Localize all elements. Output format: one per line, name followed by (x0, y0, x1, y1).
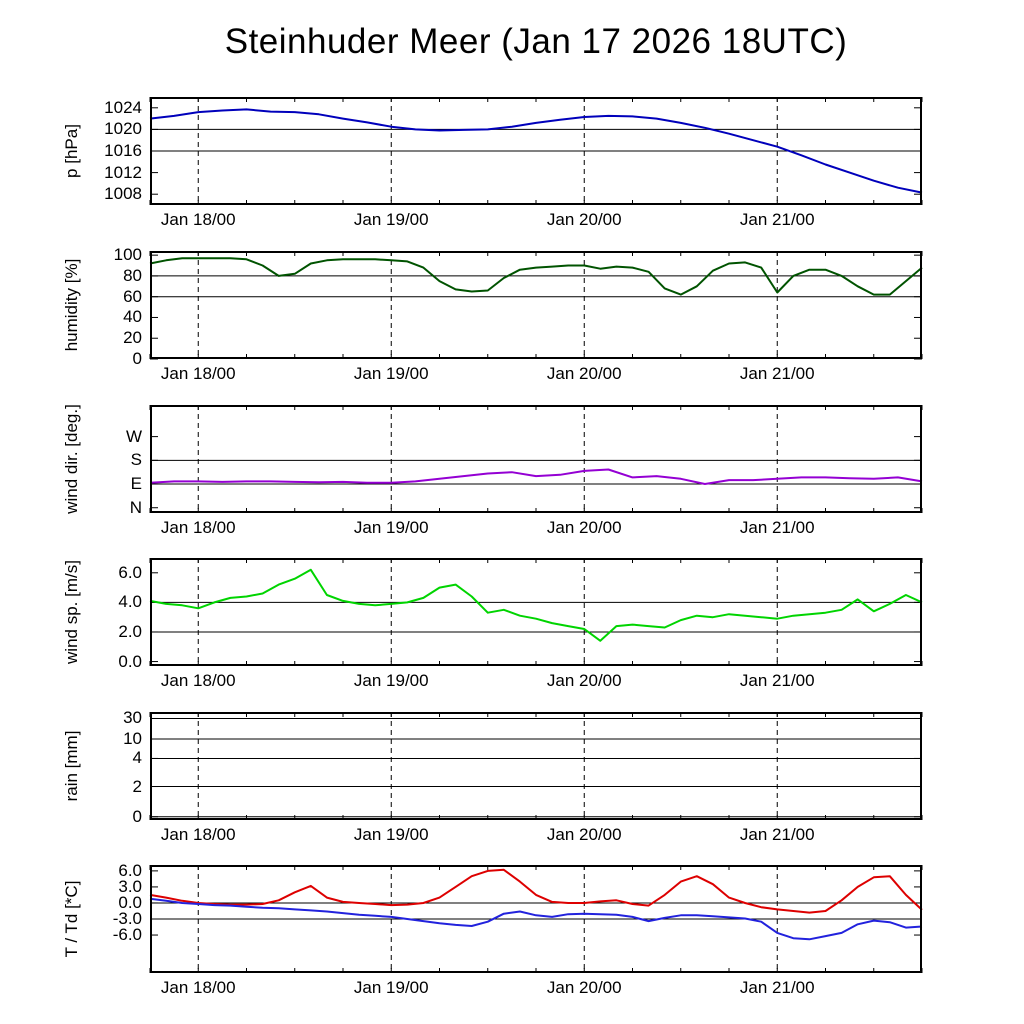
x-tick-label: Jan 21/00 (739, 364, 815, 383)
x-tick-label: Jan 18/00 (160, 978, 236, 997)
plot-wind-direction (149, 405, 923, 513)
y-tick-label: 1008 (104, 184, 142, 204)
x-tick-label: Jan 19/00 (353, 671, 429, 690)
y-tick-label: E (130, 474, 142, 494)
y-tick-label: 0.0 (118, 651, 142, 671)
x-tick-label: Jan 21/00 (739, 978, 815, 997)
y-tick-label: 80 (123, 265, 142, 285)
x-tick-label: Jan 20/00 (546, 518, 622, 537)
plot-rain (149, 712, 923, 820)
y-tick-label: 30 (123, 708, 142, 728)
chart-title: Steinhuder Meer (Jan 17 2026 18UTC) (224, 22, 848, 61)
y-tick-label: N (129, 497, 142, 517)
y-tick-label: 20 (123, 328, 142, 348)
x-tick-label: Jan 21/00 (739, 671, 815, 690)
x-tick-label: Jan 18/00 (160, 825, 236, 844)
y-tick-label: W (125, 426, 142, 446)
x-tick-label: Jan 19/00 (353, 978, 429, 997)
x-tick-label: Jan 21/00 (739, 518, 815, 537)
y-tick-label: 1024 (104, 97, 142, 117)
y-tick-label: 1016 (104, 141, 142, 160)
x-tick-label: Jan 20/00 (546, 978, 622, 997)
panel-border (150, 405, 922, 513)
x-tick-label: Jan 18/00 (160, 671, 236, 690)
y-tick-label: 3.0 (118, 876, 142, 896)
x-tick-label: Jan 20/00 (546, 210, 622, 229)
x-tick-label: Jan 21/00 (739, 210, 815, 229)
y-tick-label: 100 (113, 245, 142, 265)
plot-humidity (149, 251, 923, 360)
plot-wind-speed (149, 558, 923, 666)
x-tick-label: Jan 18/00 (160, 518, 236, 537)
series-wind-speed (149, 568, 923, 642)
series-wind-direction (149, 468, 923, 485)
x-tick-label: Jan 18/00 (160, 364, 236, 383)
x-tick-label: Jan 20/00 (546, 671, 622, 690)
y-tick-label: 6.0 (118, 562, 142, 582)
panel-border (150, 865, 922, 973)
y-tick-label: 0.0 (118, 892, 142, 912)
y-tick-label: -6.0 (112, 925, 142, 945)
x-tick-label: Jan 20/00 (546, 825, 622, 844)
series-pressure (149, 108, 923, 194)
y-tick-label: 10 (123, 729, 142, 748)
series-dew-point (149, 897, 923, 941)
y-tick-label: 4.0 (118, 592, 142, 612)
plot-temperature (149, 865, 923, 973)
y-tick-label: 0 (132, 806, 142, 826)
panel-border (150, 251, 922, 359)
x-tick-label: Jan 19/00 (353, 210, 429, 229)
x-tick-label: Jan 20/00 (546, 364, 622, 383)
y-tick-label: -3.0 (112, 909, 142, 928)
panel-border (150, 712, 922, 820)
y-tick-label: 6.0 (118, 860, 142, 880)
panel-border (150, 558, 922, 666)
y-tick-label: 1012 (104, 162, 142, 182)
x-tick-label: Jan 19/00 (353, 518, 429, 537)
x-tick-label: Jan 19/00 (353, 825, 429, 844)
y-tick-label: 4 (132, 748, 142, 768)
series-humidity (149, 257, 923, 296)
plot-pressure (149, 97, 923, 205)
y-tick-label: 0 (132, 349, 142, 368)
x-tick-label: Jan 19/00 (353, 364, 429, 383)
x-tick-label: Jan 18/00 (160, 210, 236, 229)
y-tick-label: 40 (123, 307, 142, 327)
y-tick-label: 2 (132, 776, 142, 796)
y-tick-label: S (130, 450, 142, 470)
panel-border (150, 97, 922, 205)
y-tick-label: 2.0 (118, 621, 142, 641)
series-temperature (149, 868, 923, 914)
y-tick-label: 1020 (104, 119, 142, 139)
x-tick-label: Jan 21/00 (739, 825, 815, 844)
y-tick-label: 60 (123, 286, 142, 306)
